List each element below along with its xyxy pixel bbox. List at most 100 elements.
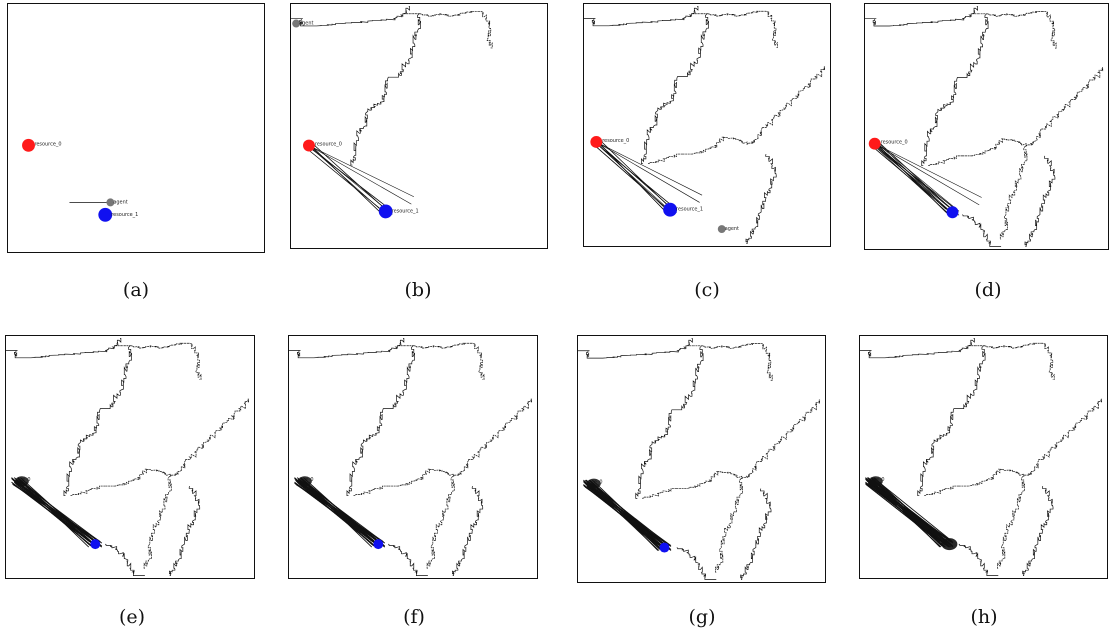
fan-line-1 — [308, 145, 412, 205]
fan-line-1 — [874, 143, 980, 206]
resource-1-label: resource_1 — [111, 212, 138, 218]
caption-f: (f) — [403, 606, 425, 628]
walk-trail-2 — [635, 345, 704, 499]
shuttle-line-38 — [303, 481, 381, 547]
walk-trail-1 — [115, 342, 202, 380]
walk-trail-1 — [971, 11, 1057, 49]
caption-g: (g) — [688, 606, 716, 628]
shuttle-line-19 — [874, 146, 951, 216]
walk-trail-6 — [105, 543, 145, 576]
walk-trail-5 — [715, 478, 743, 573]
resource-1-marker — [663, 202, 678, 217]
shuttle-line-13 — [595, 139, 664, 210]
plot-frame-g: e_0 — [577, 335, 826, 583]
shuttle-line-35 — [297, 479, 379, 542]
resource-1-label: resource_1 — [392, 208, 419, 214]
resource-0-marker — [590, 135, 603, 148]
fan-line-0 — [874, 143, 982, 198]
walk-trail-3 — [928, 67, 1104, 167]
resource-0-label: resource_0 — [34, 141, 61, 147]
agent-marker — [106, 198, 115, 207]
resource-1-marker — [373, 539, 384, 550]
plot-frame-e: e_0 — [5, 335, 255, 579]
fan-line-0 — [596, 141, 703, 196]
plot-frame-d: resource_0 — [864, 3, 1109, 250]
resource-1-marker — [90, 539, 101, 550]
plot-d-canvas: resource_0 — [865, 6, 1104, 247]
walk-trail-3 — [642, 399, 821, 499]
fan-line-1 — [596, 141, 700, 203]
shuttle-line-6 — [305, 147, 384, 212]
resource-0-label: resource_0 — [881, 140, 908, 146]
shuttle-line-26 — [18, 479, 90, 548]
resource-0-cluster — [14, 476, 29, 487]
walk-trail-0 — [860, 338, 975, 359]
walk-trail-5 — [997, 476, 1025, 569]
agent-marker — [292, 19, 301, 28]
shuttle-line-30 — [15, 479, 97, 543]
agent-label: agent — [299, 21, 313, 27]
walk-trail-0 — [584, 6, 699, 27]
resource-1-marker — [946, 206, 959, 219]
walk-trail-5 — [999, 145, 1028, 240]
fan-line-0 — [308, 145, 415, 198]
plot-frame-b: resource_0 resource_1 agent — [290, 3, 548, 249]
walk-trail-5 — [143, 476, 172, 569]
shuttle-line-22 — [11, 478, 96, 546]
resource-1-marker — [98, 207, 113, 222]
walk-trail-1 — [403, 10, 493, 49]
walk-trail-2 — [917, 345, 986, 497]
caption-d: (d) — [974, 279, 1002, 301]
resource-0-cluster — [297, 476, 312, 487]
walk-trail-1 — [398, 342, 485, 380]
plot-f-canvas: e_0 — [289, 338, 533, 576]
caption-e: (e) — [118, 606, 146, 628]
plot-frame-c: resource_0 resource_1 agent — [583, 3, 831, 247]
shuttle-line-12 — [593, 140, 673, 213]
walk-trail-0 — [865, 6, 978, 27]
walk-trail-0 — [6, 338, 122, 359]
shuttle-line-39 — [295, 479, 373, 544]
caption-b: (b) — [404, 279, 432, 301]
walk-trail-1 — [692, 10, 778, 48]
shuttle-line-47 — [588, 484, 660, 551]
shuttle-line-46 — [586, 485, 668, 547]
shuttle-line-7 — [306, 145, 390, 209]
walk-trail-4 — [1022, 485, 1054, 576]
caption-h: (h) — [970, 606, 998, 628]
resource-1-marker — [378, 204, 393, 219]
shuttle-line-11 — [591, 142, 668, 209]
walk-trail-3 — [924, 398, 1103, 497]
agent-marker — [717, 225, 726, 234]
walk-trail-4 — [740, 488, 772, 580]
walk-trail-3 — [70, 398, 250, 497]
shuttle-line-29 — [13, 481, 92, 546]
shuttle-line-45 — [584, 479, 663, 550]
walk-trail-6 — [962, 214, 1002, 247]
resource-0-label: resource_0 — [602, 138, 629, 144]
shuttle-line-44 — [865, 479, 954, 543]
walk-trail-5 — [426, 476, 455, 569]
walk-trail-4 — [169, 485, 201, 576]
walk-trail-2 — [346, 345, 415, 497]
walk-trail-1 — [686, 342, 773, 381]
plot-h-canvas: e_0 — [860, 338, 1103, 576]
resource-0-marker — [303, 139, 315, 152]
plot-a-canvas: resource_0 resource_1 agent — [22, 138, 138, 222]
shuttle-line-36 — [299, 477, 385, 546]
agent-label: agent — [113, 199, 127, 205]
resource-0-cluster — [586, 478, 601, 489]
plot-e-canvas: e_0 — [6, 338, 250, 576]
shuttle-line-43 — [591, 483, 666, 549]
walk-trail-6 — [388, 543, 428, 576]
plot-g-canvas: e_0 — [578, 338, 821, 580]
shuttle-line-7 — [594, 141, 674, 207]
shuttle-line-49 — [874, 478, 953, 542]
walk-trail-4 — [1024, 155, 1056, 247]
shuttle-line-18 — [872, 139, 960, 212]
shuttle-line-31 — [17, 478, 103, 547]
shuttle-line-15 — [877, 145, 958, 214]
walk-trail-6 — [958, 543, 999, 576]
shuttle-line-37 — [301, 483, 376, 543]
resource-0-marker — [868, 137, 881, 150]
